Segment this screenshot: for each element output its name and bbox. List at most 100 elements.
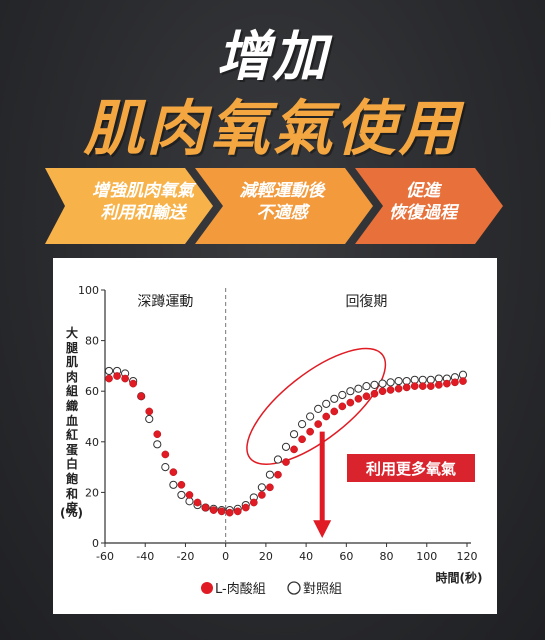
control-point [322,399,331,408]
step-3-line2: 恢復過程 [389,203,457,223]
headline-line2: 肌肉氧氣使用 [83,94,462,164]
x-tick-label: 40 [299,550,313,563]
legend-marker-carnitine [201,582,213,594]
carnitine-point [161,450,170,459]
y-tick-label: 40 [85,436,99,449]
step-1-text: 增強肌肉氧氣 利用和輸送 [68,180,218,224]
carnitine-point [185,491,194,499]
carnitine-point [410,382,419,390]
step-1-line2: 利用和輸送 [100,203,186,223]
x-tick-label: -20 [176,550,194,563]
x-tick-label: 80 [380,550,394,563]
carnitine-point [201,503,210,512]
carnitine-point [249,498,258,507]
carnitine-point [169,468,178,477]
control-point [265,470,275,479]
x-tick-label: 120 [457,550,478,563]
carnitine-point [145,407,154,416]
y-tick-label: 100 [78,284,99,297]
control-point [169,480,178,489]
carnitine-point [217,507,226,516]
carnitine-point [378,387,387,396]
x-tick-label: 100 [416,550,437,563]
carnitine-point [225,508,234,517]
x-tick-label: 0 [222,550,229,563]
carnitine-point [370,389,379,398]
control-point [378,379,387,388]
carnitine-point [346,398,355,407]
carnitine-point [362,392,371,401]
x-tick-label: 20 [259,550,273,563]
highlight-ellipse [246,347,387,466]
control-point [370,380,379,389]
control-point [281,442,291,451]
carnitine-point [354,394,363,403]
control-point [297,419,307,429]
step-3-text: 促進 恢復過程 [348,180,498,224]
step-arrows [45,168,503,244]
carnitine-point [434,381,443,389]
carnitine-point [113,372,121,380]
y-axis-label: 大腿肌肉組織血紅蛋白飽和度 [65,326,78,516]
carnitine-point [282,458,290,466]
step-arrow-3 [355,168,503,244]
carnitine-point [258,491,266,499]
control-point [145,414,154,424]
control-point [330,394,339,403]
callout-text: 利用更多氧氣 [366,460,456,478]
y-tick-label: 80 [85,335,99,348]
control-point [346,387,355,396]
carnitine-point [274,470,282,479]
x-tick-label: 60 [339,550,353,563]
carnitine-point [105,374,113,383]
y-axis-unit: (%) [60,506,83,520]
carnitine-point [193,498,202,507]
control-point [153,440,162,449]
control-point [289,430,299,439]
control-point [306,412,315,421]
carnitine-point [322,412,331,421]
control-point [257,483,266,492]
callout-box [345,452,477,484]
carnitine-point [241,503,250,512]
step-2-line2: 不適感 [256,203,308,223]
carnitine-point [298,435,306,444]
chart-panel [53,258,497,614]
control-point [362,382,371,391]
carnitine-point [330,407,339,416]
control-point [386,378,395,387]
y-tick-label: 60 [85,385,99,398]
carnitine-point [177,480,186,489]
carnitine-point [290,445,298,454]
step-arrow-1 [45,168,213,244]
carnitine-point [443,379,451,388]
step-1-line1: 增強肌肉氧氣 [92,181,194,201]
y-tick-label: 0 [92,537,99,550]
x-tick-label: -60 [96,550,114,563]
legend-marker-control [287,581,301,595]
carnitine-point [394,384,403,393]
phase-label-exercise: 深蹲運動 [137,294,193,310]
carnitine-point [121,374,129,383]
headline-line1: 增加 [216,25,329,88]
carnitine-point [338,402,347,411]
step-arrow-2 [195,168,373,244]
y-tick-label: 20 [85,486,99,499]
carnitine-point [266,483,274,492]
carnitine-point [459,377,467,385]
carnitine-point [402,383,411,392]
legend-label-control: 對照組 [303,582,342,597]
carnitine-point [233,507,242,516]
control-point [273,455,283,464]
control-point [394,376,403,386]
carnitine-point [386,386,395,394]
carnitine-point [426,382,435,390]
carnitine-point [137,392,146,401]
phase-label-recovery: 回復期 [345,293,387,310]
control-point [161,463,170,472]
down-arrow-head [313,520,332,538]
step-2-text: 減輕運動後 不適感 [207,180,357,224]
carnitine-point [451,378,459,387]
carnitine-point [129,379,138,388]
